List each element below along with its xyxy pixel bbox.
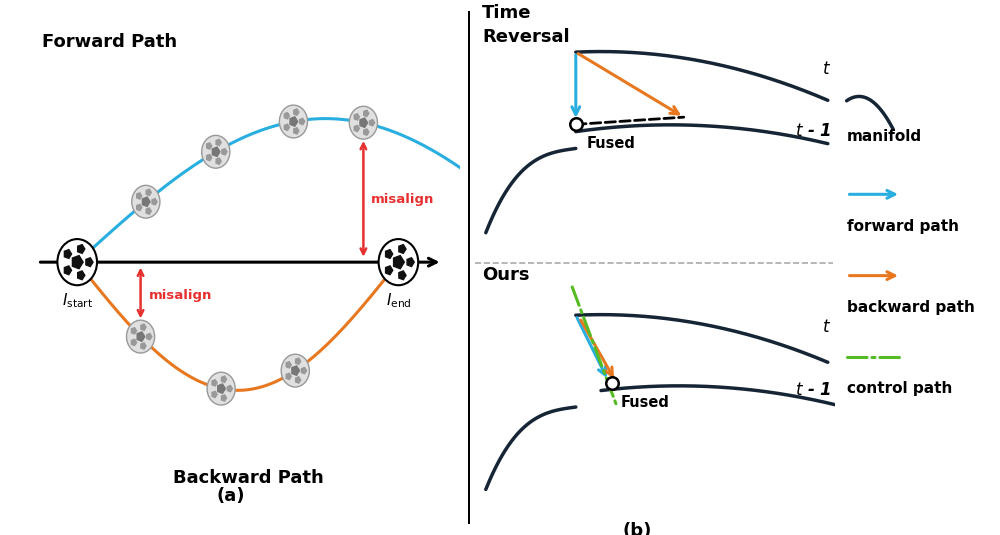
Polygon shape	[290, 117, 298, 126]
Polygon shape	[221, 376, 227, 383]
Polygon shape	[78, 271, 85, 280]
Polygon shape	[137, 193, 142, 199]
Polygon shape	[216, 158, 221, 164]
Polygon shape	[131, 339, 137, 346]
Polygon shape	[72, 256, 83, 269]
Text: Time: Time	[482, 4, 532, 22]
Text: misalign: misalign	[371, 193, 435, 206]
Polygon shape	[286, 362, 291, 368]
Polygon shape	[227, 386, 232, 392]
Polygon shape	[386, 266, 393, 274]
Circle shape	[279, 105, 308, 138]
Text: (a): (a)	[217, 486, 245, 505]
Text: backward path: backward path	[847, 300, 975, 315]
Text: Fused: Fused	[587, 136, 635, 151]
Text: $I_{\mathrm{end}}$: $I_{\mathrm{end}}$	[386, 292, 411, 310]
Polygon shape	[141, 343, 146, 349]
Text: $t$ - 1: $t$ - 1	[795, 381, 831, 399]
Text: $t$: $t$	[822, 318, 831, 335]
Polygon shape	[300, 118, 305, 125]
Polygon shape	[142, 197, 150, 207]
Polygon shape	[86, 258, 93, 266]
Polygon shape	[294, 109, 299, 115]
Polygon shape	[146, 189, 151, 195]
Polygon shape	[394, 256, 404, 269]
Polygon shape	[354, 114, 359, 120]
Polygon shape	[386, 250, 393, 258]
Text: $t$ - 1: $t$ - 1	[795, 123, 831, 140]
Polygon shape	[284, 112, 289, 119]
Polygon shape	[78, 244, 85, 254]
Polygon shape	[137, 332, 145, 341]
Circle shape	[202, 135, 230, 168]
Polygon shape	[146, 208, 151, 214]
Text: Ours: Ours	[482, 266, 530, 284]
Polygon shape	[354, 125, 359, 132]
Polygon shape	[399, 271, 406, 280]
Polygon shape	[301, 368, 307, 374]
Polygon shape	[64, 266, 72, 274]
Circle shape	[132, 185, 160, 218]
Polygon shape	[407, 258, 414, 266]
Text: forward path: forward path	[847, 219, 959, 234]
Polygon shape	[296, 358, 301, 364]
Polygon shape	[399, 244, 406, 254]
Polygon shape	[218, 384, 225, 393]
Circle shape	[281, 354, 309, 387]
Polygon shape	[292, 366, 299, 375]
Text: misalign: misalign	[149, 289, 212, 302]
Circle shape	[127, 320, 155, 353]
Polygon shape	[152, 198, 157, 205]
Polygon shape	[364, 129, 369, 135]
Polygon shape	[370, 120, 375, 126]
Polygon shape	[286, 373, 291, 379]
Polygon shape	[364, 110, 369, 117]
Text: manifold: manifold	[847, 129, 922, 144]
Polygon shape	[212, 391, 217, 398]
Text: (b): (b)	[622, 523, 652, 535]
Text: control path: control path	[847, 381, 952, 396]
Text: $t$: $t$	[822, 60, 831, 78]
Text: Fused: Fused	[621, 395, 670, 410]
Polygon shape	[296, 377, 301, 383]
Polygon shape	[294, 128, 299, 134]
Text: $I_{\mathrm{start}}$: $I_{\mathrm{start}}$	[62, 292, 93, 310]
Text: Backward Path: Backward Path	[173, 469, 324, 487]
Circle shape	[379, 239, 418, 285]
Polygon shape	[137, 204, 142, 211]
Polygon shape	[216, 139, 221, 146]
Polygon shape	[141, 324, 146, 331]
Polygon shape	[147, 333, 152, 340]
Polygon shape	[207, 155, 212, 160]
Polygon shape	[207, 143, 212, 149]
Polygon shape	[284, 124, 289, 131]
Circle shape	[349, 106, 377, 139]
Text: Reversal: Reversal	[482, 28, 570, 46]
Polygon shape	[212, 147, 220, 156]
Circle shape	[57, 239, 97, 285]
Polygon shape	[360, 118, 368, 127]
Polygon shape	[64, 250, 72, 258]
Polygon shape	[131, 328, 137, 334]
Polygon shape	[222, 149, 227, 155]
Text: Forward Path: Forward Path	[42, 33, 177, 51]
Polygon shape	[221, 395, 227, 401]
Circle shape	[207, 372, 235, 405]
Polygon shape	[212, 380, 217, 386]
